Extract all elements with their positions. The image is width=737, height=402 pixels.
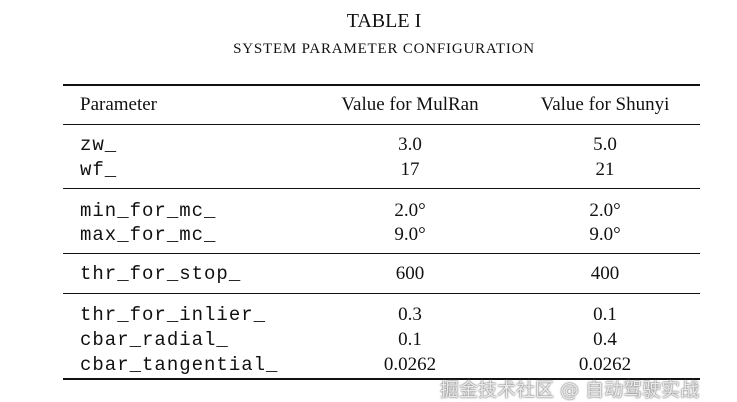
param-value: 3.0 [398,134,422,155]
top-rule [63,84,700,86]
param-value: 2.0° [589,200,621,221]
param-value: 0.0262 [383,354,437,375]
bottom-rule [63,378,700,380]
header-parameter: Parameter [80,94,158,115]
param-value: 21 [595,159,615,180]
header-shunyi: Value for Shunyi [540,94,670,115]
param-value: 0.1 [398,329,422,350]
header-mulran: Value for MulRan [341,94,479,115]
param-name: wf_ [80,159,118,181]
header-rule [63,124,700,125]
param-value: 0.0262 [578,354,632,375]
param-value: 5.0 [593,134,617,155]
param-name: min_for_mc_ [80,200,217,222]
table-title: TABLE I [346,10,422,32]
watermark: 掘金技术社区 @ 自动驾驶实战 [440,379,700,401]
group-rule [63,253,700,254]
param-name: thr_for_inlier_ [80,304,267,326]
param-value: 0.1 [593,304,617,325]
param-value: 9.0° [589,224,621,245]
param-value: 400 [590,263,620,284]
param-name: max_for_mc_ [80,224,217,246]
param-name: cbar_tangential_ [80,354,279,376]
param-name: zw_ [80,134,118,156]
param-value: 600 [395,263,425,284]
param-value: 0.3 [398,304,422,325]
param-name: thr_for_stop_ [80,263,242,285]
group-rule [63,293,700,294]
param-value: 9.0° [394,224,426,245]
group-rule [63,188,700,189]
param-name: cbar_radial_ [80,329,229,351]
param-value: 2.0° [394,200,426,221]
param-value: 0.4 [593,329,617,350]
param-value: 17 [400,159,420,180]
table-subtitle: SYSTEM PARAMETER CONFIGURATION [233,41,535,57]
